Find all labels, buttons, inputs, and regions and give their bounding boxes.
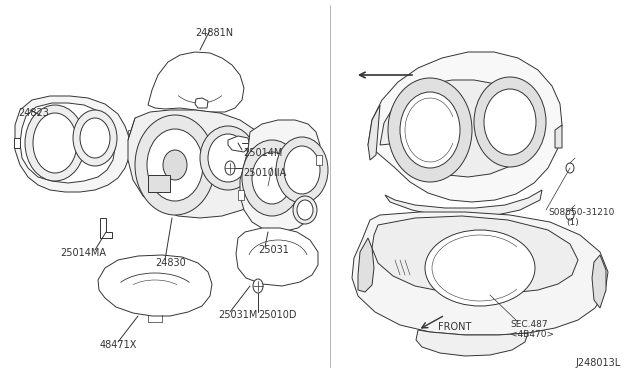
Ellipse shape: [252, 152, 292, 204]
Polygon shape: [98, 255, 212, 316]
Polygon shape: [555, 125, 562, 148]
Text: 25010D: 25010D: [258, 310, 296, 320]
Polygon shape: [380, 80, 532, 177]
Polygon shape: [195, 98, 208, 108]
Polygon shape: [20, 103, 115, 183]
Polygon shape: [148, 175, 170, 192]
Text: 25014M: 25014M: [243, 148, 282, 158]
Text: 24881N: 24881N: [195, 28, 233, 38]
Text: J248013L: J248013L: [575, 358, 620, 368]
Text: SEC.487: SEC.487: [510, 320, 548, 329]
Ellipse shape: [225, 161, 235, 175]
Ellipse shape: [135, 115, 215, 215]
Ellipse shape: [25, 105, 85, 181]
Polygon shape: [100, 218, 112, 238]
Polygon shape: [228, 136, 250, 152]
Ellipse shape: [566, 163, 574, 173]
Polygon shape: [148, 52, 244, 112]
Polygon shape: [352, 212, 608, 335]
Ellipse shape: [163, 150, 187, 180]
Polygon shape: [368, 105, 380, 160]
Polygon shape: [128, 110, 272, 218]
Polygon shape: [316, 155, 322, 165]
Ellipse shape: [147, 129, 203, 201]
Ellipse shape: [474, 77, 546, 167]
Ellipse shape: [284, 146, 320, 194]
Ellipse shape: [297, 200, 313, 220]
Ellipse shape: [400, 92, 460, 168]
Polygon shape: [240, 120, 320, 232]
Polygon shape: [238, 190, 244, 200]
Polygon shape: [14, 138, 20, 148]
Text: 25031M: 25031M: [218, 310, 257, 320]
Ellipse shape: [425, 230, 535, 306]
Ellipse shape: [253, 279, 263, 293]
Text: 24823: 24823: [18, 108, 49, 118]
Ellipse shape: [484, 89, 536, 155]
Ellipse shape: [73, 110, 117, 166]
Polygon shape: [128, 130, 135, 140]
Polygon shape: [236, 228, 318, 286]
Text: FRONT: FRONT: [438, 322, 472, 332]
Ellipse shape: [208, 134, 248, 182]
Polygon shape: [385, 190, 542, 218]
Ellipse shape: [242, 140, 302, 216]
Text: (1): (1): [566, 218, 579, 227]
Polygon shape: [15, 96, 130, 192]
Text: S08550-31210: S08550-31210: [548, 208, 614, 217]
Text: 25031: 25031: [258, 245, 289, 255]
Polygon shape: [416, 330, 528, 356]
Ellipse shape: [293, 196, 317, 224]
Ellipse shape: [566, 210, 574, 220]
Polygon shape: [372, 216, 578, 294]
Ellipse shape: [33, 113, 77, 173]
Polygon shape: [368, 52, 562, 202]
Polygon shape: [358, 238, 374, 292]
Ellipse shape: [200, 126, 256, 190]
Ellipse shape: [276, 137, 328, 203]
Text: 25014MA: 25014MA: [60, 248, 106, 258]
Ellipse shape: [388, 78, 472, 182]
Text: <4B470>: <4B470>: [510, 330, 554, 339]
Text: 48471X: 48471X: [100, 340, 138, 350]
Text: 24830: 24830: [155, 258, 186, 268]
Ellipse shape: [80, 118, 110, 158]
Text: 25010IIA: 25010IIA: [243, 168, 286, 178]
Polygon shape: [592, 255, 606, 308]
